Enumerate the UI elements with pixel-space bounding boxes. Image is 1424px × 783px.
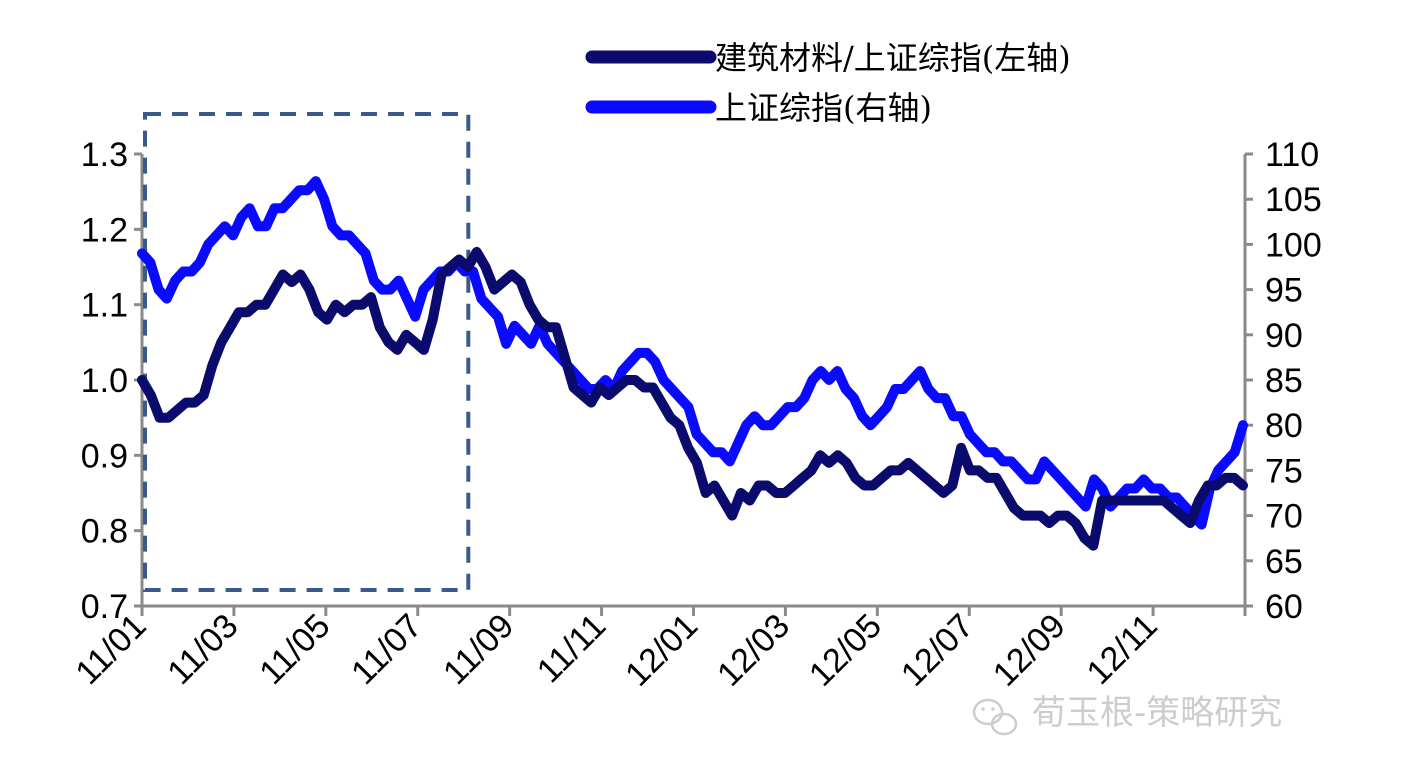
- left-tick-label: 1.1: [81, 287, 128, 325]
- x-tick-label: 12/03: [710, 607, 797, 694]
- x-tick-label: 12/05: [802, 607, 889, 694]
- right-tick-label: 110: [1265, 136, 1319, 174]
- right-tick-label: 95: [1265, 272, 1303, 310]
- right-tick-label: 80: [1265, 407, 1303, 445]
- x-tick-label: 12/11: [1079, 607, 1164, 692]
- right-tick-label: 90: [1265, 317, 1303, 355]
- legend: 建筑材料/上证综指(左轴) 上证综指(右轴): [585, 39, 1071, 127]
- x-tick-label: 11/07: [344, 607, 429, 692]
- watermark: 荀玉根-策略研究: [972, 693, 1282, 736]
- left-tick-label: 1.2: [81, 211, 128, 249]
- series-line-sector-ratio: [137, 246, 1248, 551]
- highlight-dashed-rect: [143, 112, 471, 592]
- x-tick-label: 11/11: [530, 607, 613, 690]
- right-tick-label: 100: [1265, 226, 1322, 264]
- right-tick-label: 75: [1265, 452, 1303, 490]
- legend-label-sector-ratio: 建筑材料/上证综指(左轴): [715, 39, 1071, 77]
- right-tick-label: 85: [1265, 362, 1303, 400]
- left-tick-label: 1.0: [81, 362, 128, 400]
- x-tick-label: 11/09: [436, 607, 521, 692]
- highlight-box: [143, 112, 471, 592]
- left-tick-label: 1.3: [81, 136, 128, 174]
- x-tick-label: 12/09: [986, 607, 1073, 694]
- x-tick-label: 12/07: [894, 607, 981, 694]
- left-tick-label: 0.8: [81, 513, 128, 551]
- x-tick-label: 11/05: [252, 607, 337, 692]
- right-tick-label: 65: [1265, 543, 1303, 581]
- series-layer: [137, 176, 1248, 551]
- left-tick-label: 0.9: [81, 437, 128, 475]
- right-tick-label: 70: [1265, 498, 1303, 536]
- wechat-icon: [972, 698, 1018, 736]
- series-line-sse-index: [137, 176, 1248, 530]
- x-tick-label: 12/01: [618, 607, 705, 694]
- left-tick-label: 0.7: [81, 588, 128, 626]
- watermark-text: 荀玉根-策略研究: [1032, 693, 1282, 733]
- legend-label-sse-index: 上证综指(右轴): [715, 89, 932, 127]
- x-tick-label: 11/03: [160, 607, 245, 692]
- right-tick-label: 105: [1265, 181, 1322, 219]
- right-tick-label: 60: [1265, 588, 1303, 626]
